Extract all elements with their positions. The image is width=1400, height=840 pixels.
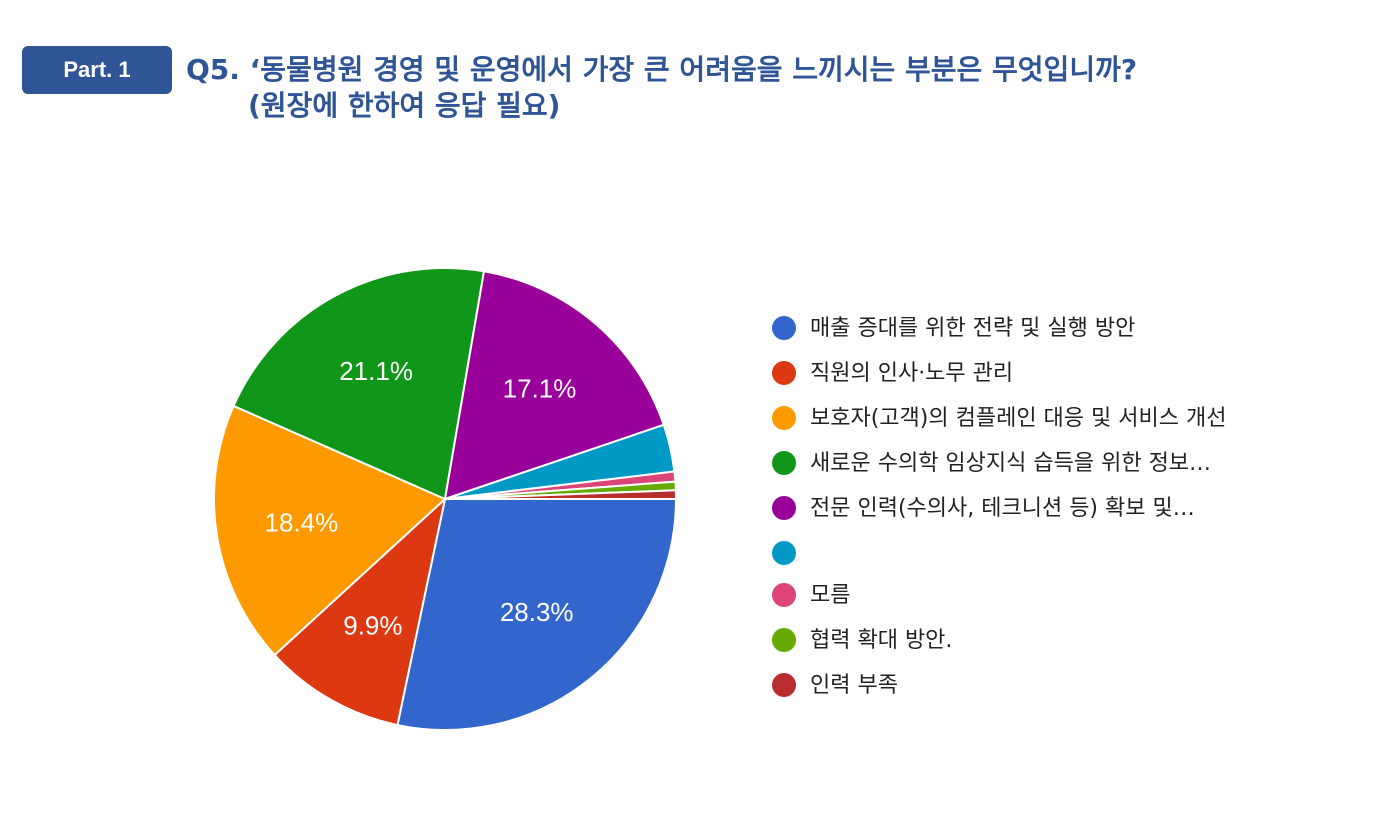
pie-slice-5 [443,270,666,501]
legend-label: 새로운 수의학 임상지식 습득을 위한 정보… [810,451,1212,476]
legend-label: 전문 인력(수의사, 테크니션 등) 확보 및… [810,496,1195,521]
title-line-1: Q5. ‘동물병원 경영 및 운영에서 가장 큰 어려움을 느끼시는 부분은 무… [186,53,1138,86]
legend-item [772,537,1292,567]
legend-label: 협력 확대 방안. [810,628,953,653]
legend-label: 매출 증대를 위한 전략 및 실행 방안 [810,316,1136,341]
legend-item: 모름 [772,579,1292,612]
legend-label: 직원의 인사·노무 관리 [810,361,1014,386]
question-title: Q5. ‘동물병원 경영 및 운영에서 가장 큰 어려움을 느끼시는 부분은 무… [186,52,1366,124]
pie-slice-3 [213,404,447,657]
legend-swatch [772,583,796,607]
legend-item: 협력 확대 방안. [772,624,1292,657]
legend-label: 인력 부족 [810,673,898,698]
legend-swatch [772,673,796,697]
pie-data-label-4: 21.1% [339,356,413,386]
legend-item: 매출 증대를 위한 전략 및 실행 방안 [772,312,1292,345]
pie-data-label-5: 17.1% [503,373,577,403]
part-badge: Part. 1 [22,46,172,94]
legend-item: 보호자(고객)의 컴플레인 대응 및 서비스 개선 [772,402,1292,435]
legend-item: 인력 부족 [772,669,1292,702]
legend-swatch [772,406,796,430]
legend-swatch [772,541,796,565]
pie-slice-1 [396,498,678,731]
pie-slice-2 [273,496,447,727]
pie-data-label-3: 18.4% [265,508,339,538]
legend-swatch [772,361,796,385]
pie-slice-9 [444,489,678,500]
legend-swatch [772,316,796,340]
legend-item: 전문 인력(수의사, 테크니션 등) 확보 및… [772,492,1292,525]
legend-item: 새로운 수의학 임상지식 습득을 위한 정보… [772,447,1292,480]
pie-data-label-1: 28.3% [500,597,574,627]
pie-data-label-2: 9.9% [343,610,402,640]
legend-label: 모름 [810,583,851,608]
legend-swatch [772,496,796,520]
legend-label: 보호자(고객)의 컴플레인 대응 및 서비스 개선 [810,406,1227,431]
legend-item: 직원의 인사·노무 관리 [772,357,1292,390]
pie-slice-4 [232,267,486,501]
legend-swatch [772,628,796,652]
legend-swatch [772,451,796,475]
title-line-2: (원장에 한하여 응답 필요) [248,89,561,122]
